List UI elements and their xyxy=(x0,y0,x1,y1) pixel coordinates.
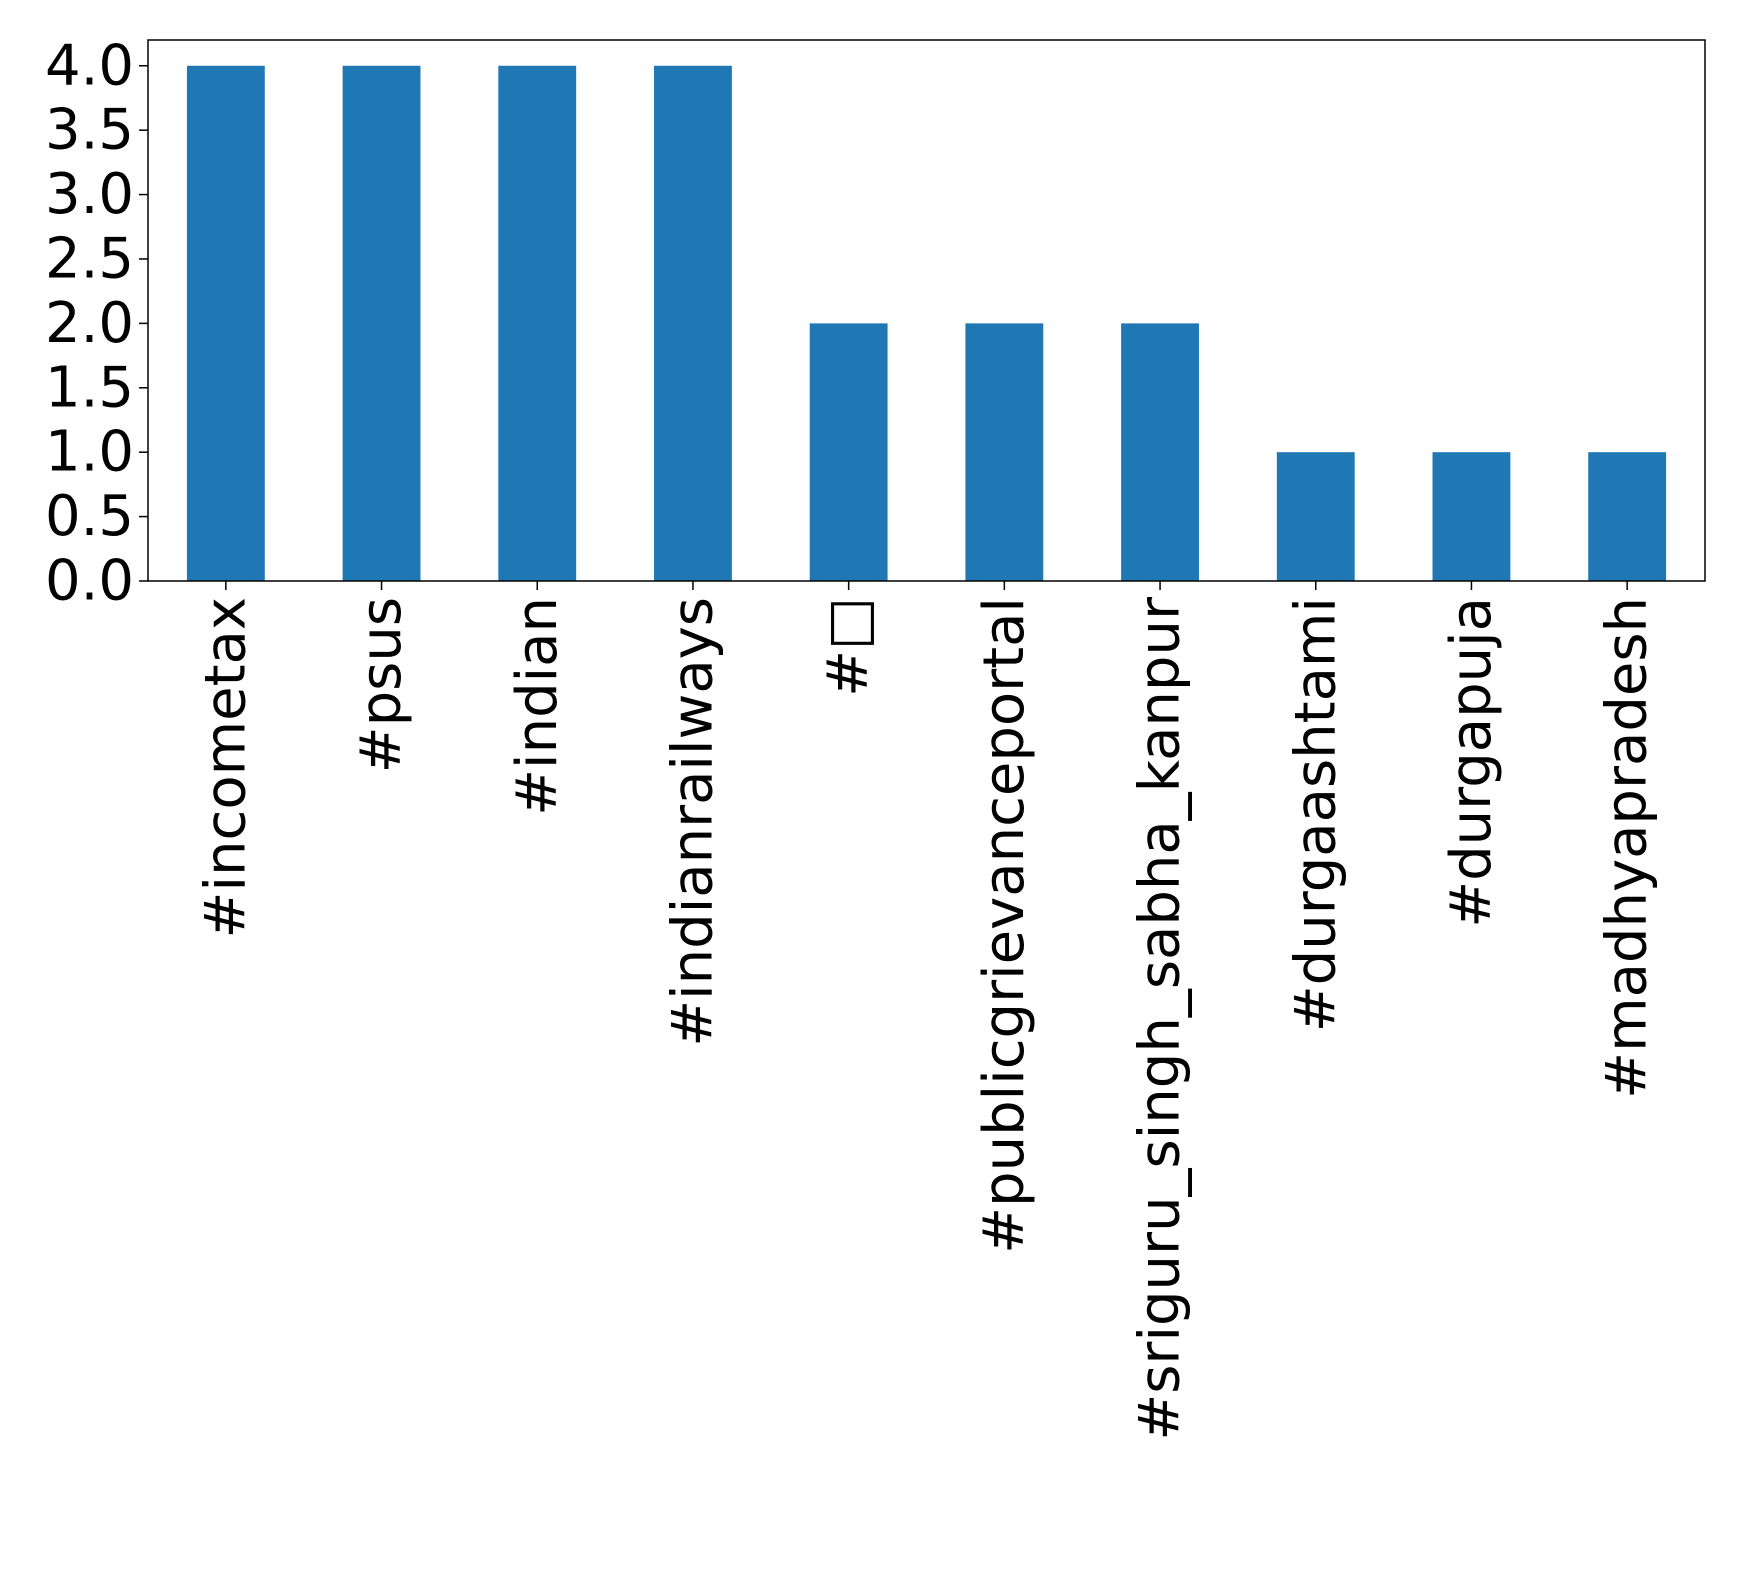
x-tick-label: #madhyapradesh xyxy=(1595,597,1660,1099)
plot-frame xyxy=(147,39,1706,582)
y-tick-label: 2.0 xyxy=(45,291,134,356)
y-tick-label: 0.0 xyxy=(45,549,134,614)
bar xyxy=(809,323,888,581)
y-tick-label: 2.5 xyxy=(45,226,134,291)
bar xyxy=(965,323,1044,581)
y-tick-label: 1.5 xyxy=(45,355,134,420)
y-tick-label: 4.0 xyxy=(45,33,134,98)
y-tick-label: 0.5 xyxy=(45,484,134,549)
y-tick-label: 3.0 xyxy=(45,162,134,227)
y-axis: 0.00.51.01.52.02.53.03.54.0 xyxy=(45,33,148,614)
x-tick-label: #publicgrievanceportal xyxy=(972,597,1037,1254)
x-tick-label: #sriguru_singh_sabha_kanpur xyxy=(1128,596,1193,1441)
bar xyxy=(186,65,265,581)
x-tick-label: #incometax xyxy=(193,597,258,938)
x-tick-label: #□ xyxy=(816,597,881,697)
x-tick-label: #indianrailways xyxy=(660,597,725,1047)
bar xyxy=(342,65,421,581)
x-tick-label: #durgaashtami xyxy=(1283,597,1348,1032)
x-tick-label: #durgapuja xyxy=(1439,597,1504,928)
y-tick-label: 3.5 xyxy=(45,98,134,163)
bar xyxy=(1276,452,1355,581)
x-tick-label: #psus xyxy=(349,597,414,773)
bar xyxy=(498,65,577,581)
bar xyxy=(654,65,732,581)
bar xyxy=(1588,452,1667,581)
bar xyxy=(1432,452,1511,581)
y-tick-label: 1.0 xyxy=(45,420,134,485)
x-axis: #incometax #psus #indian #indianrailways #□ #… xyxy=(193,581,1660,1441)
bars-layer xyxy=(186,65,1667,581)
bar xyxy=(1121,323,1199,581)
x-tick-label: #indian xyxy=(505,597,570,816)
